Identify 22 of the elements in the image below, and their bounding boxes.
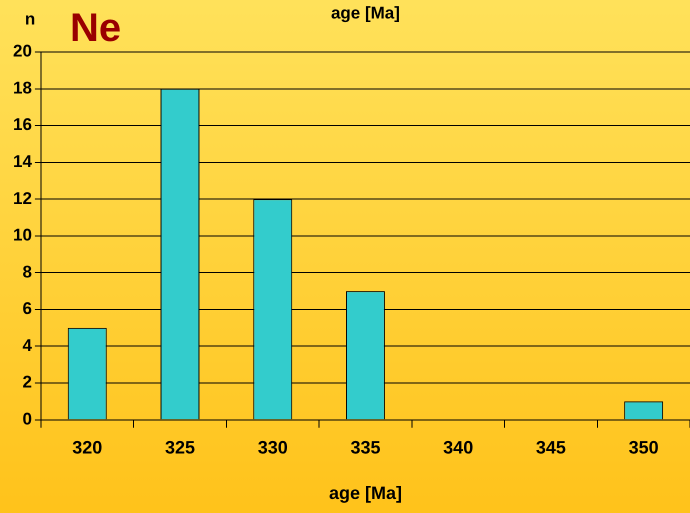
y-tick-label: 20 — [12, 42, 32, 61]
y-tick-label: 2 — [22, 372, 32, 392]
y-tick-label: 16 — [12, 115, 32, 134]
x-tick-label: 335 — [350, 438, 380, 458]
x-tick-label: 320 — [72, 438, 102, 458]
x-tick-label: 340 — [443, 438, 474, 458]
x-axis-title: age [Ma] — [328, 483, 402, 504]
y-tick-label: 8 — [22, 262, 32, 282]
x-tick-label: 330 — [258, 438, 288, 458]
y-tick-label: 10 — [12, 226, 32, 245]
x-tick-label: 350 — [628, 438, 659, 458]
y-tick-label: 6 — [22, 299, 32, 318]
x-tick-label: 345 — [536, 438, 566, 458]
y-tick-label: 12 — [12, 188, 32, 208]
text: age [Ma] — [330, 4, 400, 23]
x-tick-label: 325 — [164, 438, 196, 458]
y-tick-label: 14 — [12, 152, 32, 172]
y-tick-label: 0 — [22, 409, 32, 428]
chart-title: Ne — [70, 6, 122, 50]
y-axis-title: n — [24, 10, 36, 29]
y-tick-label: 4 — [22, 336, 32, 355]
y-tick-label: 18 — [12, 78, 32, 98]
